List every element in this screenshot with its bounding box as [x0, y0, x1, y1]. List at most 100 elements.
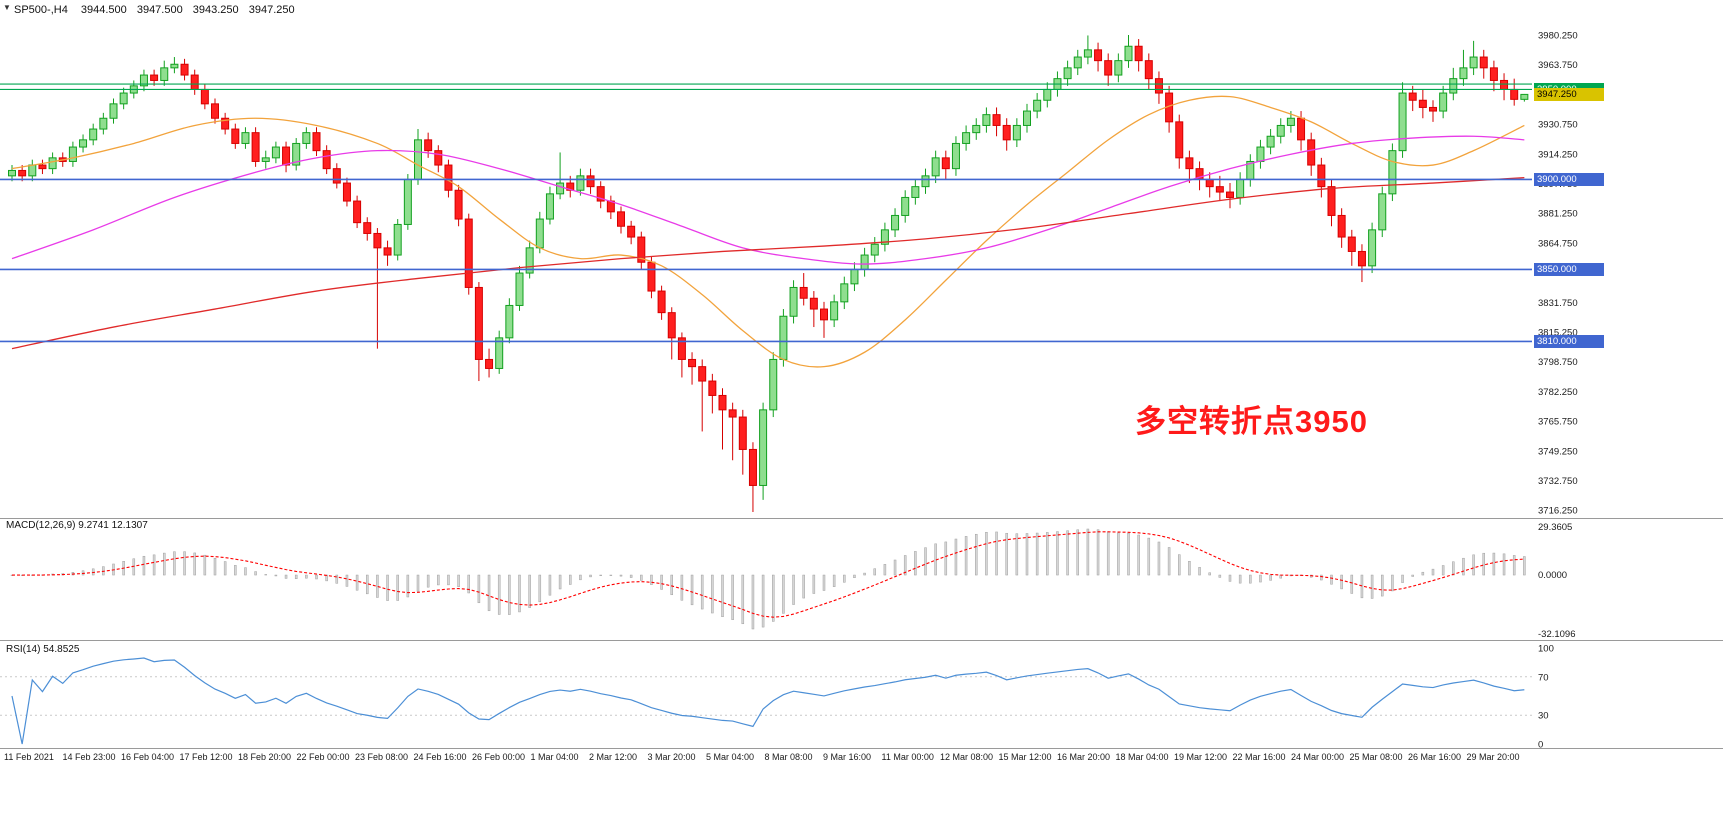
- candle-up: [1398, 92, 1407, 152]
- candle-up: [576, 175, 585, 191]
- macd-histogram-bar: [163, 552, 166, 576]
- one-click-trading-icon[interactable]: ▼: [3, 3, 11, 12]
- candle-down: [322, 150, 331, 170]
- candle-down: [820, 308, 828, 321]
- candle-up: [972, 124, 981, 134]
- ohlc-close-value: 3947.250: [248, 4, 295, 16]
- macd-histogram-bar: [1117, 532, 1120, 576]
- macd-histogram-bar: [528, 574, 531, 608]
- candle-up: [921, 175, 930, 188]
- macd-histogram-bar: [853, 574, 856, 578]
- rsi-indicator-label: RSI(14) 54.8525: [6, 644, 80, 655]
- macd-histogram-bar: [386, 574, 389, 601]
- macd-histogram-bar: [447, 574, 450, 586]
- macd-histogram-bar: [406, 574, 410, 598]
- candle-up: [1012, 124, 1021, 141]
- candle-down: [332, 168, 341, 184]
- macd-histogram-bar: [822, 574, 826, 591]
- candle-up: [1449, 78, 1458, 94]
- macd-histogram-bar: [629, 574, 633, 578]
- candle-down: [941, 157, 950, 170]
- ma-fast-orange-line: [11, 95, 1525, 368]
- rsi-axis-label: 0: [1538, 740, 1543, 751]
- candle-down: [1205, 178, 1214, 188]
- candle-down: [708, 380, 717, 396]
- macd-histogram-bar: [223, 561, 227, 576]
- price-axis-label: 3798.750: [1538, 357, 1578, 368]
- candle-down: [211, 103, 219, 119]
- time-axis-label: 16 Feb 04:00: [121, 752, 174, 762]
- candle-down: [282, 146, 291, 166]
- candle-up: [1439, 92, 1448, 112]
- macd-histogram-bar: [1340, 574, 1343, 590]
- time-axis-label: 24 Mar 00:00: [1291, 752, 1344, 762]
- macd-histogram-bar: [497, 574, 501, 615]
- candle-down: [180, 63, 189, 76]
- time-axis-label: 19 Mar 12:00: [1174, 752, 1227, 762]
- macd-histogram-bar: [700, 574, 704, 610]
- time-axis-label: 9 Mar 16:00: [823, 752, 871, 762]
- macd-histogram-bar: [1411, 574, 1414, 577]
- price-axis-label: 3782.250: [1538, 387, 1578, 398]
- macd-histogram-bar: [802, 574, 805, 599]
- rsi-window[interactable]: 100 70 30 0: [0, 644, 1554, 751]
- candle-up: [840, 283, 849, 303]
- ohlc-low-value: 3943.250: [192, 4, 239, 16]
- price-axis-label: 3864.750: [1538, 238, 1578, 249]
- candle-up: [89, 128, 98, 141]
- candle-up: [951, 142, 960, 170]
- level-price-tag: 3900.000: [1534, 172, 1604, 186]
- candle-down: [18, 169, 27, 177]
- macd-histogram-bar: [487, 574, 491, 612]
- macd-histogram-bar: [173, 551, 176, 576]
- macd-histogram-bar: [1086, 528, 1090, 576]
- candle-down: [353, 200, 362, 224]
- macd-histogram-bar: [690, 574, 694, 606]
- candle-down: [1215, 186, 1224, 193]
- macd-histogram-bar: [355, 574, 359, 591]
- candle-up: [1266, 135, 1275, 148]
- time-axis-label: 26 Mar 16:00: [1408, 752, 1461, 762]
- rsi-line: [11, 657, 1525, 745]
- candle-down: [1307, 139, 1316, 166]
- macd-histogram-bar: [1452, 561, 1455, 576]
- macd-histogram-bar: [1259, 574, 1262, 583]
- candle-down: [1347, 236, 1356, 252]
- time-axis-label: 23 Feb 08:00: [355, 752, 408, 762]
- candle-up: [1023, 110, 1031, 126]
- macd-histogram-bar: [1269, 574, 1272, 581]
- candle-down: [1408, 92, 1417, 101]
- candle-up: [1520, 93, 1529, 100]
- time-axis[interactable]: 11 Feb 2021 14 Feb 23:00 16 Feb 04:00 17 Fe…: [4, 752, 1520, 762]
- candle-down: [474, 286, 483, 360]
- candle-down: [434, 150, 443, 166]
- candle-up: [1033, 99, 1042, 112]
- macd-histogram-bar: [670, 574, 673, 596]
- macd-histogram-bar: [832, 574, 836, 587]
- candle-up: [271, 146, 280, 159]
- macd-histogram-bar: [1096, 529, 1100, 576]
- macd-histogram-bar: [863, 572, 866, 576]
- candle-up: [48, 157, 57, 170]
- macd-histogram-bar: [975, 533, 978, 576]
- macd-histogram-bar: [234, 565, 237, 576]
- candle-up: [1276, 124, 1285, 137]
- candle-up: [962, 132, 971, 144]
- candle-up: [830, 301, 839, 321]
- macd-histogram-bar: [426, 574, 430, 588]
- macd-histogram-bar: [1005, 532, 1008, 576]
- macd-histogram-bar: [437, 574, 440, 586]
- candle-up: [1063, 67, 1072, 80]
- ohlc-high-value: 3947.500: [136, 4, 183, 16]
- macd-histogram-bar: [1208, 572, 1211, 576]
- macd-window[interactable]: 29.3605 0.0000 -32.1096: [10, 522, 1576, 640]
- candle-down: [637, 236, 646, 263]
- annotation-text[interactable]: 多空转折点3950: [1135, 404, 1368, 439]
- candle-up: [515, 272, 524, 306]
- candle-down: [1094, 49, 1103, 62]
- macd-histogram-bar: [1441, 565, 1445, 576]
- macd-histogram-bar: [792, 574, 795, 605]
- candle-down: [150, 74, 159, 81]
